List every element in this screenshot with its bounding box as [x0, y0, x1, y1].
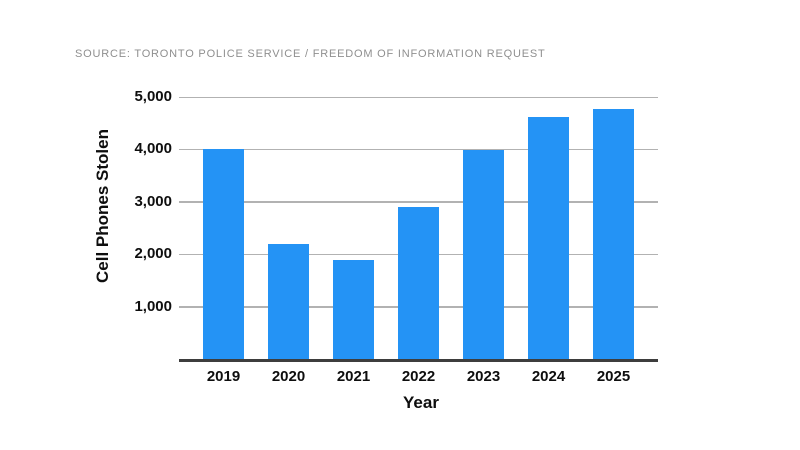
- x-axis-labels: 2019 2020 2021 2022 2023 2024 2025: [179, 368, 658, 385]
- x-tick-label-2023: 2023: [466, 368, 501, 385]
- y-tick-label-3000: 3,000: [134, 192, 172, 210]
- bar-2019: [203, 149, 244, 359]
- x-tick-label-2021: 2021: [336, 368, 371, 385]
- x-tick-label-2019: 2019: [206, 368, 241, 385]
- bar-2023: [463, 150, 504, 359]
- bars: [179, 97, 658, 359]
- bar-2020: [268, 243, 309, 359]
- x-tick-label-2025: 2025: [596, 368, 631, 385]
- gridline-3000: [179, 201, 658, 203]
- bar-2025: [593, 109, 634, 359]
- x-axis-title: Year: [403, 393, 439, 412]
- y-axis-title: Cell Phones Stolen: [93, 129, 112, 283]
- bar-2022: [398, 206, 439, 359]
- source-attribution: SOURCE: TORONTO POLICE SERVICE / FREEDOM…: [75, 48, 546, 60]
- bar-2024: [528, 116, 569, 359]
- y-tick-label-5000: 5,000: [134, 88, 172, 105]
- x-tick-label-2022: 2022: [401, 368, 436, 385]
- plot-area: 1,000 2,000 3,000 4,000 5,000: [134, 88, 658, 362]
- x-tick-label-2024: 2024: [531, 368, 566, 385]
- y-tick-label-1000: 1,000: [134, 297, 172, 315]
- y-tick-label-2000: 2,000: [134, 245, 172, 263]
- y-tick-label-4000: 4,000: [134, 140, 172, 158]
- bar-2021: [333, 259, 374, 359]
- gridline-4000: [179, 148, 658, 151]
- gridline-5000: [179, 96, 658, 98]
- x-tick-label-2020: 2020: [271, 368, 306, 385]
